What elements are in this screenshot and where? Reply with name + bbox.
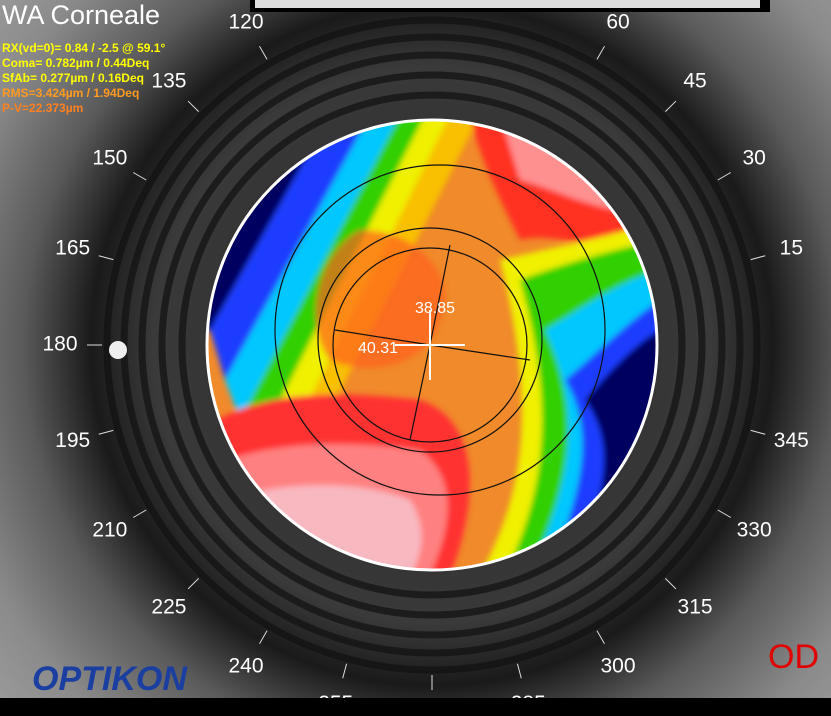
- angle-label: 120: [228, 10, 263, 33]
- angle-tick: [664, 577, 677, 590]
- angle-label: 315: [678, 596, 713, 619]
- angle-label: 165: [55, 236, 90, 259]
- map-label: 38.85: [415, 300, 455, 317]
- angle-label: 15: [780, 236, 803, 259]
- angle-tick: [98, 255, 114, 261]
- angle-label: 345: [774, 429, 809, 452]
- top-bar-inner: [255, 0, 760, 8]
- bottom-bar: [0, 698, 831, 716]
- readout: RX(vd=0)= 0.84 / -2.5 @ 59.1° Coma= 0.78…: [2, 41, 165, 115]
- angle-label: 135: [151, 70, 186, 93]
- readout-line: SfAb= 0.277µm / 0.16Deq: [2, 71, 144, 85]
- angle-label: 210: [92, 519, 127, 542]
- angle-tick: [596, 45, 605, 60]
- angle-tick: [717, 172, 732, 181]
- angle-label: 150: [92, 147, 127, 170]
- angle-tick: [750, 255, 766, 261]
- angle-tick: [187, 577, 200, 590]
- eye-side: OD: [768, 638, 819, 676]
- angle-tick: [750, 429, 766, 435]
- angle-tick: [132, 509, 147, 518]
- angle-tick: [664, 100, 677, 113]
- readout-line: RX(vd=0)= 0.84 / -2.5 @ 59.1°: [2, 41, 165, 55]
- placido-rings: [103, 16, 761, 674]
- map-label: 40.31: [358, 340, 398, 357]
- angle-label: 60: [606, 10, 629, 33]
- angle-label: 45: [683, 70, 706, 93]
- logo: OPTIKON: [32, 660, 188, 698]
- map-border: [205, 118, 659, 572]
- reflection: [109, 341, 127, 359]
- angle-tick: [259, 630, 268, 645]
- angle-label: 300: [600, 655, 635, 678]
- angle-tick: [98, 429, 114, 435]
- angle-tick: [259, 45, 268, 60]
- angle-label: 330: [737, 519, 772, 542]
- angle-label: 195: [55, 429, 90, 452]
- angle-tick: [596, 630, 605, 645]
- readout-line: P-V=22.373µm: [2, 101, 83, 115]
- title: WA Corneale: [2, 0, 160, 30]
- angle-label: 30: [742, 147, 765, 170]
- angle-tick: [717, 509, 732, 518]
- angle-tick: [516, 663, 522, 679]
- angle-label: 180: [42, 333, 77, 356]
- readout-line: RMS=3.424µm / 1.94Deq: [2, 86, 139, 100]
- angle-tick: [187, 100, 200, 113]
- angle-tick: [132, 172, 147, 181]
- angle-label: 240: [228, 655, 263, 678]
- readout-line: Coma= 0.782µm / 0.44Deq: [2, 56, 149, 70]
- angle-label: 225: [151, 596, 186, 619]
- angle-tick: [342, 663, 348, 679]
